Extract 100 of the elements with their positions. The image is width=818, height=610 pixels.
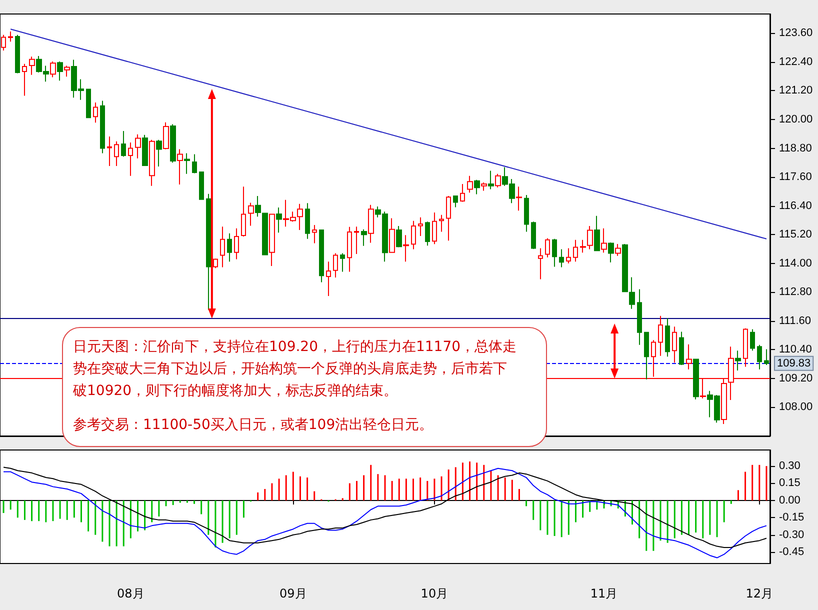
candlestick — [199, 172, 204, 200]
candlestick — [757, 344, 762, 370]
x-tick-label: 11月 — [590, 586, 618, 600]
y-tick-label: 115.20 — [779, 228, 812, 241]
candlestick — [524, 194, 529, 232]
y-tick-label: 109.20 — [779, 372, 813, 384]
y-tick-label: 118.80 — [779, 142, 812, 154]
y-tick-label: 112.80 — [779, 286, 812, 298]
y-tick-label: 0.30 — [779, 460, 800, 472]
x-tick-label: 10月 — [420, 586, 448, 600]
candlestick — [184, 152, 190, 174]
candlestick — [672, 326, 677, 364]
x-tick-label: 09月 — [280, 586, 307, 600]
candlestick — [361, 228, 367, 246]
candlestick — [396, 225, 402, 248]
candlestick — [481, 182, 487, 192]
candlestick — [114, 140, 119, 167]
candlestick — [64, 65, 70, 78]
candlestick — [467, 175, 473, 194]
candlestick — [347, 226, 352, 272]
y-tick-label: -0.45 — [779, 546, 804, 558]
y-tick-label: 121.20 — [779, 84, 813, 97]
annotation: 参考交易：11100-50买入日元，或者109沽出轻仓日元。 — [73, 416, 434, 435]
candlestick — [686, 344, 692, 370]
candlestick — [234, 228, 239, 260]
candlestick — [312, 224, 317, 244]
candlestick — [354, 226, 359, 255]
candlestick — [262, 212, 268, 256]
candlestick — [57, 60, 63, 82]
x-tick-label: 08月 — [117, 586, 144, 600]
y-tick-label: 123.60 — [779, 27, 813, 40]
candlestick — [86, 88, 91, 118]
candlestick — [658, 315, 663, 356]
y-tick-label: 110.40 — [779, 344, 812, 356]
candlestick — [545, 238, 550, 258]
candlestick — [594, 215, 600, 252]
y-tick-label: 117.60 — [779, 171, 812, 184]
candlestick — [192, 154, 197, 174]
candlestick — [432, 212, 437, 245]
candlestick — [552, 238, 557, 268]
candlestick — [340, 252, 345, 272]
candlestick — [121, 130, 126, 158]
ref-line-label: 109.83 — [777, 357, 811, 370]
candlestick — [573, 239, 578, 262]
candlestick — [22, 63, 27, 96]
candlestick — [495, 173, 501, 188]
y-tick-label: 114.00 — [779, 257, 812, 270]
candlestick — [580, 239, 586, 254]
candlestick — [418, 216, 423, 237]
candlestick — [297, 203, 303, 231]
candlestick — [326, 261, 331, 296]
candlestick — [425, 221, 430, 246]
candlestick — [156, 139, 162, 167]
candlestick — [142, 134, 148, 166]
candlestick — [403, 234, 409, 262]
candlestick — [538, 248, 543, 280]
candlestick — [15, 34, 20, 74]
candlestick — [587, 225, 593, 250]
y-tick-label: -0.30 — [779, 528, 804, 541]
candlestick — [439, 214, 444, 232]
y-tick-label: 122.40 — [779, 56, 813, 68]
y-tick-label: 111.60 — [779, 314, 812, 327]
candlestick — [269, 214, 275, 266]
candlestick — [213, 258, 218, 269]
candlestick — [107, 136, 112, 167]
candlestick — [735, 350, 741, 372]
candlestick — [227, 232, 232, 262]
y-tick-label: 108.00 — [779, 401, 813, 414]
candlestick — [644, 332, 649, 380]
candlestick — [566, 248, 571, 264]
candlestick — [665, 318, 670, 358]
candlestick — [693, 358, 699, 400]
candlestick — [220, 226, 225, 268]
candlestick — [679, 331, 684, 366]
candlestick — [368, 204, 374, 244]
candlestick — [8, 31, 13, 42]
candlestick — [474, 179, 480, 195]
candlestick — [248, 202, 254, 226]
candlestick — [276, 206, 282, 234]
candlestick — [135, 134, 141, 159]
candlestick — [764, 348, 769, 366]
candlestick — [241, 186, 246, 238]
y-tick-label: 120.00 — [779, 114, 813, 126]
candlestick — [411, 220, 416, 250]
annotation: 日元天图：汇价向下，支持位在109.20，上行的压力在11170，总体走势在突破大三角下边以后，开始构筑一个反弹的头肩底走势，后市若下破10920，则下行的幅度将加大，标志反弹的结束。 — [73, 338, 518, 401]
y-tick-label: -0.15 — [779, 512, 804, 524]
candlestick — [255, 195, 261, 218]
candlestick — [389, 218, 395, 254]
candlestick — [488, 170, 494, 190]
candlestick — [531, 221, 536, 250]
candlestick — [750, 328, 755, 352]
candlestick — [29, 56, 35, 76]
candlestick — [319, 230, 324, 283]
candlestick — [446, 195, 451, 242]
candlestick — [206, 193, 211, 310]
candlestick — [177, 148, 183, 185]
candlestick — [460, 184, 465, 202]
y-tick-label: 116.40 — [779, 200, 812, 212]
y-tick-label: 0.00 — [779, 494, 800, 506]
candlestick — [93, 102, 98, 124]
